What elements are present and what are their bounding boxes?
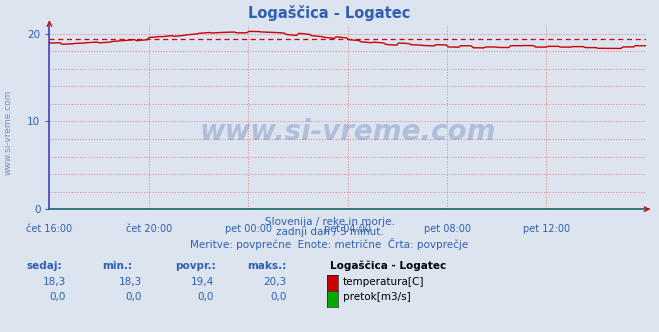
Text: pretok[m3/s]: pretok[m3/s] [343, 292, 411, 302]
Text: 20,3: 20,3 [264, 277, 287, 287]
Text: min.:: min.: [102, 261, 132, 271]
Text: čet 20:00: čet 20:00 [126, 224, 172, 234]
Text: pet 08:00: pet 08:00 [424, 224, 471, 234]
Text: www.si-vreme.com: www.si-vreme.com [200, 118, 496, 146]
Text: 18,3: 18,3 [43, 277, 66, 287]
Text: Logaščica - Logatec: Logaščica - Logatec [330, 261, 445, 271]
Text: pet 04:00: pet 04:00 [324, 224, 371, 234]
Text: Logaščica - Logatec: Logaščica - Logatec [248, 5, 411, 21]
Text: temperatura[C]: temperatura[C] [343, 277, 424, 287]
Text: zadnji dan / 5 minut.: zadnji dan / 5 minut. [275, 227, 384, 237]
Text: 0,0: 0,0 [270, 292, 287, 302]
Text: 19,4: 19,4 [191, 277, 214, 287]
Text: 0,0: 0,0 [198, 292, 214, 302]
Text: 0,0: 0,0 [125, 292, 142, 302]
Text: 0,0: 0,0 [49, 292, 66, 302]
Text: Slovenija / reke in morje.: Slovenija / reke in morje. [264, 217, 395, 227]
Text: čet 16:00: čet 16:00 [26, 224, 72, 234]
Text: maks.:: maks.: [247, 261, 287, 271]
Text: Meritve: povprečne  Enote: metrične  Črta: povprečje: Meritve: povprečne Enote: metrične Črta:… [190, 238, 469, 250]
Text: www.si-vreme.com: www.si-vreme.com [3, 90, 13, 176]
Text: pet 12:00: pet 12:00 [523, 224, 570, 234]
Text: pet 00:00: pet 00:00 [225, 224, 272, 234]
Text: povpr.:: povpr.: [175, 261, 215, 271]
Text: 18,3: 18,3 [119, 277, 142, 287]
Text: sedaj:: sedaj: [26, 261, 62, 271]
